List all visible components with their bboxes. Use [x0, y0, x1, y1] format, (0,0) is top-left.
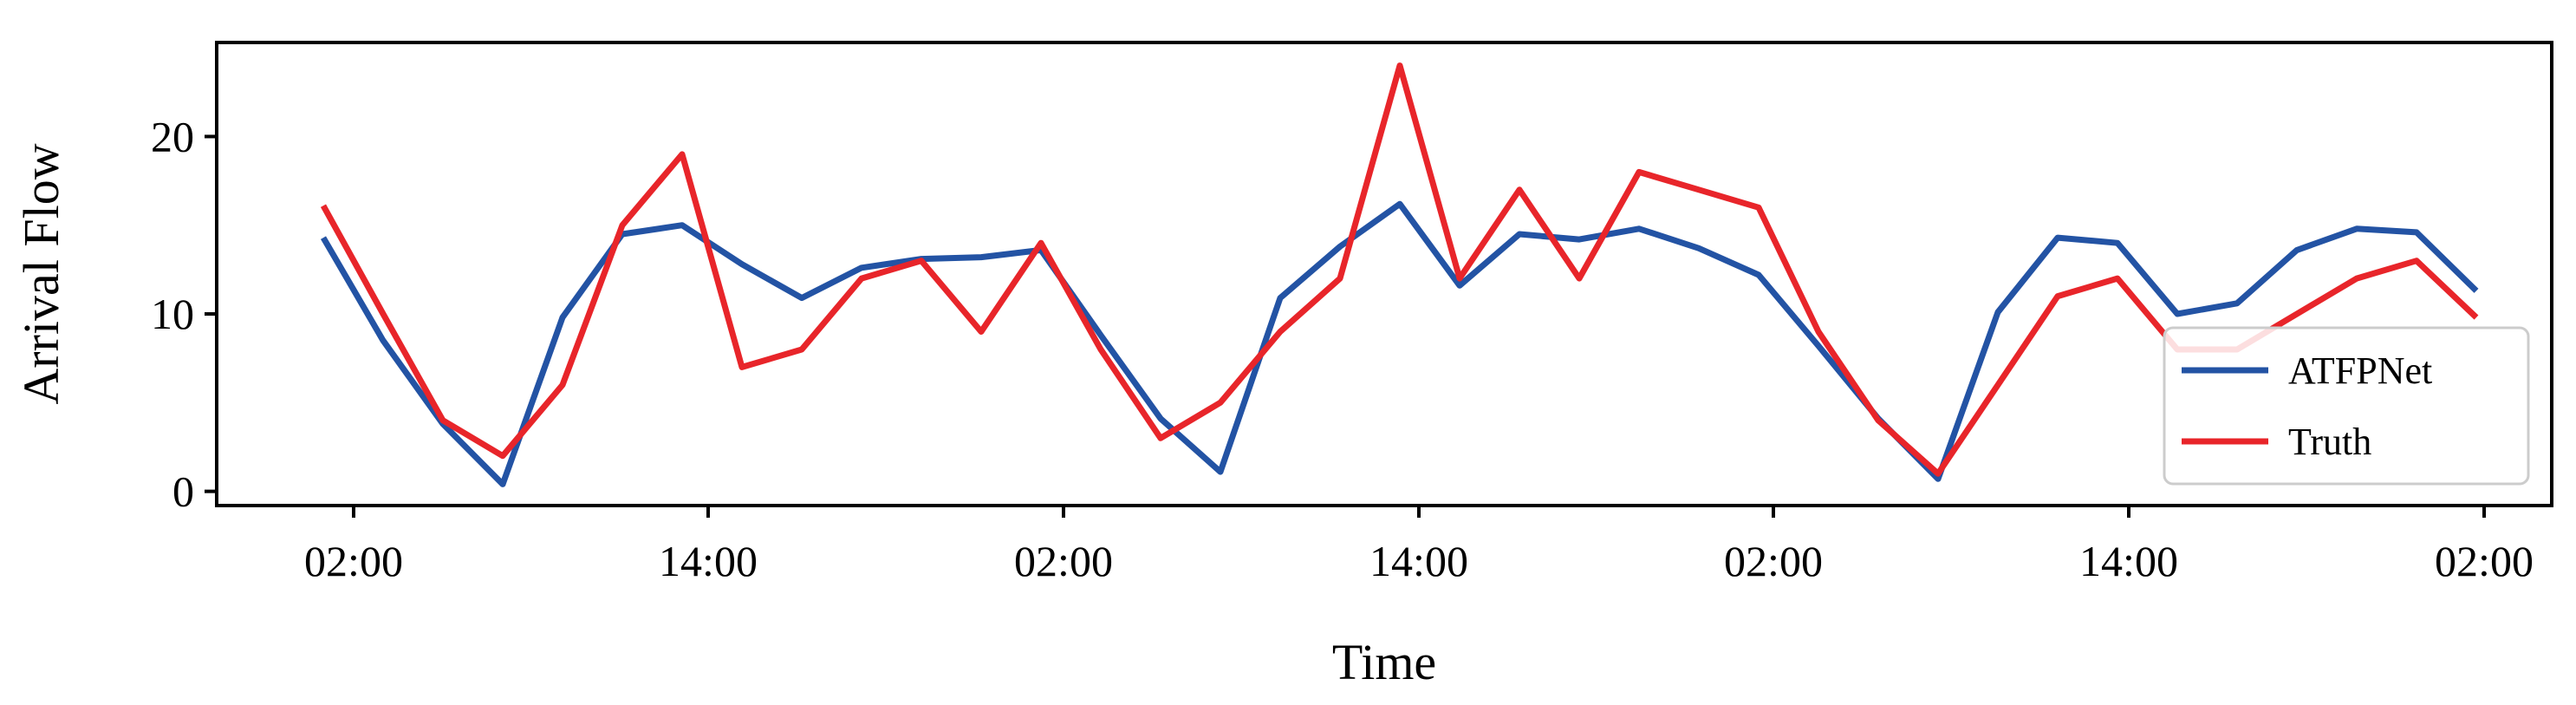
y-tick-label: 0 — [172, 467, 194, 516]
series-layer — [320, 62, 2479, 487]
series-line-atfpnet — [320, 200, 2479, 487]
x-tick-label: 02:00 — [1014, 537, 1113, 585]
legend-box — [2163, 326, 2530, 486]
y-tick-label: 20 — [151, 112, 194, 160]
legend-label-atfpnet: ATFPNet — [2288, 349, 2432, 392]
legend-label-truth: Truth — [2288, 421, 2371, 463]
plot-frame — [215, 41, 2553, 507]
x-axis-label: Time — [1332, 634, 1436, 690]
y-axis: 0 10 20 — [151, 112, 217, 516]
x-tick-label: 02:00 — [2435, 537, 2534, 585]
series-line-truth — [320, 62, 2479, 477]
y-axis-label: Arrival Flow — [13, 143, 69, 404]
x-tick-label: 14:00 — [2079, 537, 2178, 585]
x-axis: 02:00 14:00 02:00 14:00 02:00 14:00 02:00 — [304, 506, 2534, 585]
x-tick-label: 02:00 — [1724, 537, 1823, 585]
x-tick-label: 14:00 — [659, 537, 758, 585]
x-tick-label: 02:00 — [304, 537, 403, 585]
y-tick-label: 10 — [151, 290, 194, 338]
legend: ATFPNet Truth — [2163, 326, 2530, 486]
x-tick-label: 14:00 — [1369, 537, 1468, 585]
